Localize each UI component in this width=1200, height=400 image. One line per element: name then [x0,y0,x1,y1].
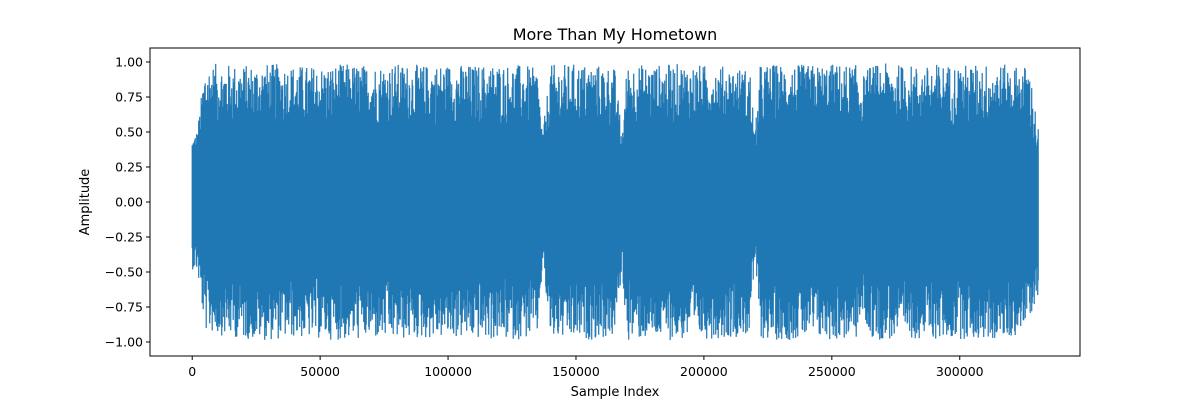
y-tick-label: 0.50 [115,125,143,140]
y-tick-label: −0.25 [105,230,143,245]
plot-area [191,63,1039,340]
y-tick-label: −0.75 [105,300,143,315]
x-tick-label: 250000 [808,364,856,379]
y-tick-label: 1.00 [115,55,143,70]
x-tick-label: 100000 [424,364,472,379]
y-tick-label: −0.50 [105,265,143,280]
y-axis-ticks: 1.00 0.75 0.50 0.25 0.00 −0.25 −0.50 −0.75 −1.00 [105,55,150,350]
y-axis-label: Amplitude [78,169,93,236]
x-tick-label: 150000 [552,364,600,379]
chart-title: More Than My Hometown [513,25,718,44]
y-tick-label: 0.25 [115,160,143,175]
x-tick-label: 50000 [300,364,340,379]
waveform-series [191,63,1039,340]
x-tick-label: 200000 [680,364,728,379]
y-tick-label: 0.75 [115,90,143,105]
x-tick-label: 300000 [936,364,984,379]
x-tick-label: 0 [188,364,196,379]
x-axis-ticks: 0 50000 100000 150000 200000 250000 300000 [188,356,984,379]
y-tick-label: −1.00 [105,335,143,350]
x-axis-label: Sample Index [571,385,660,400]
y-tick-label: 0.00 [115,195,143,210]
